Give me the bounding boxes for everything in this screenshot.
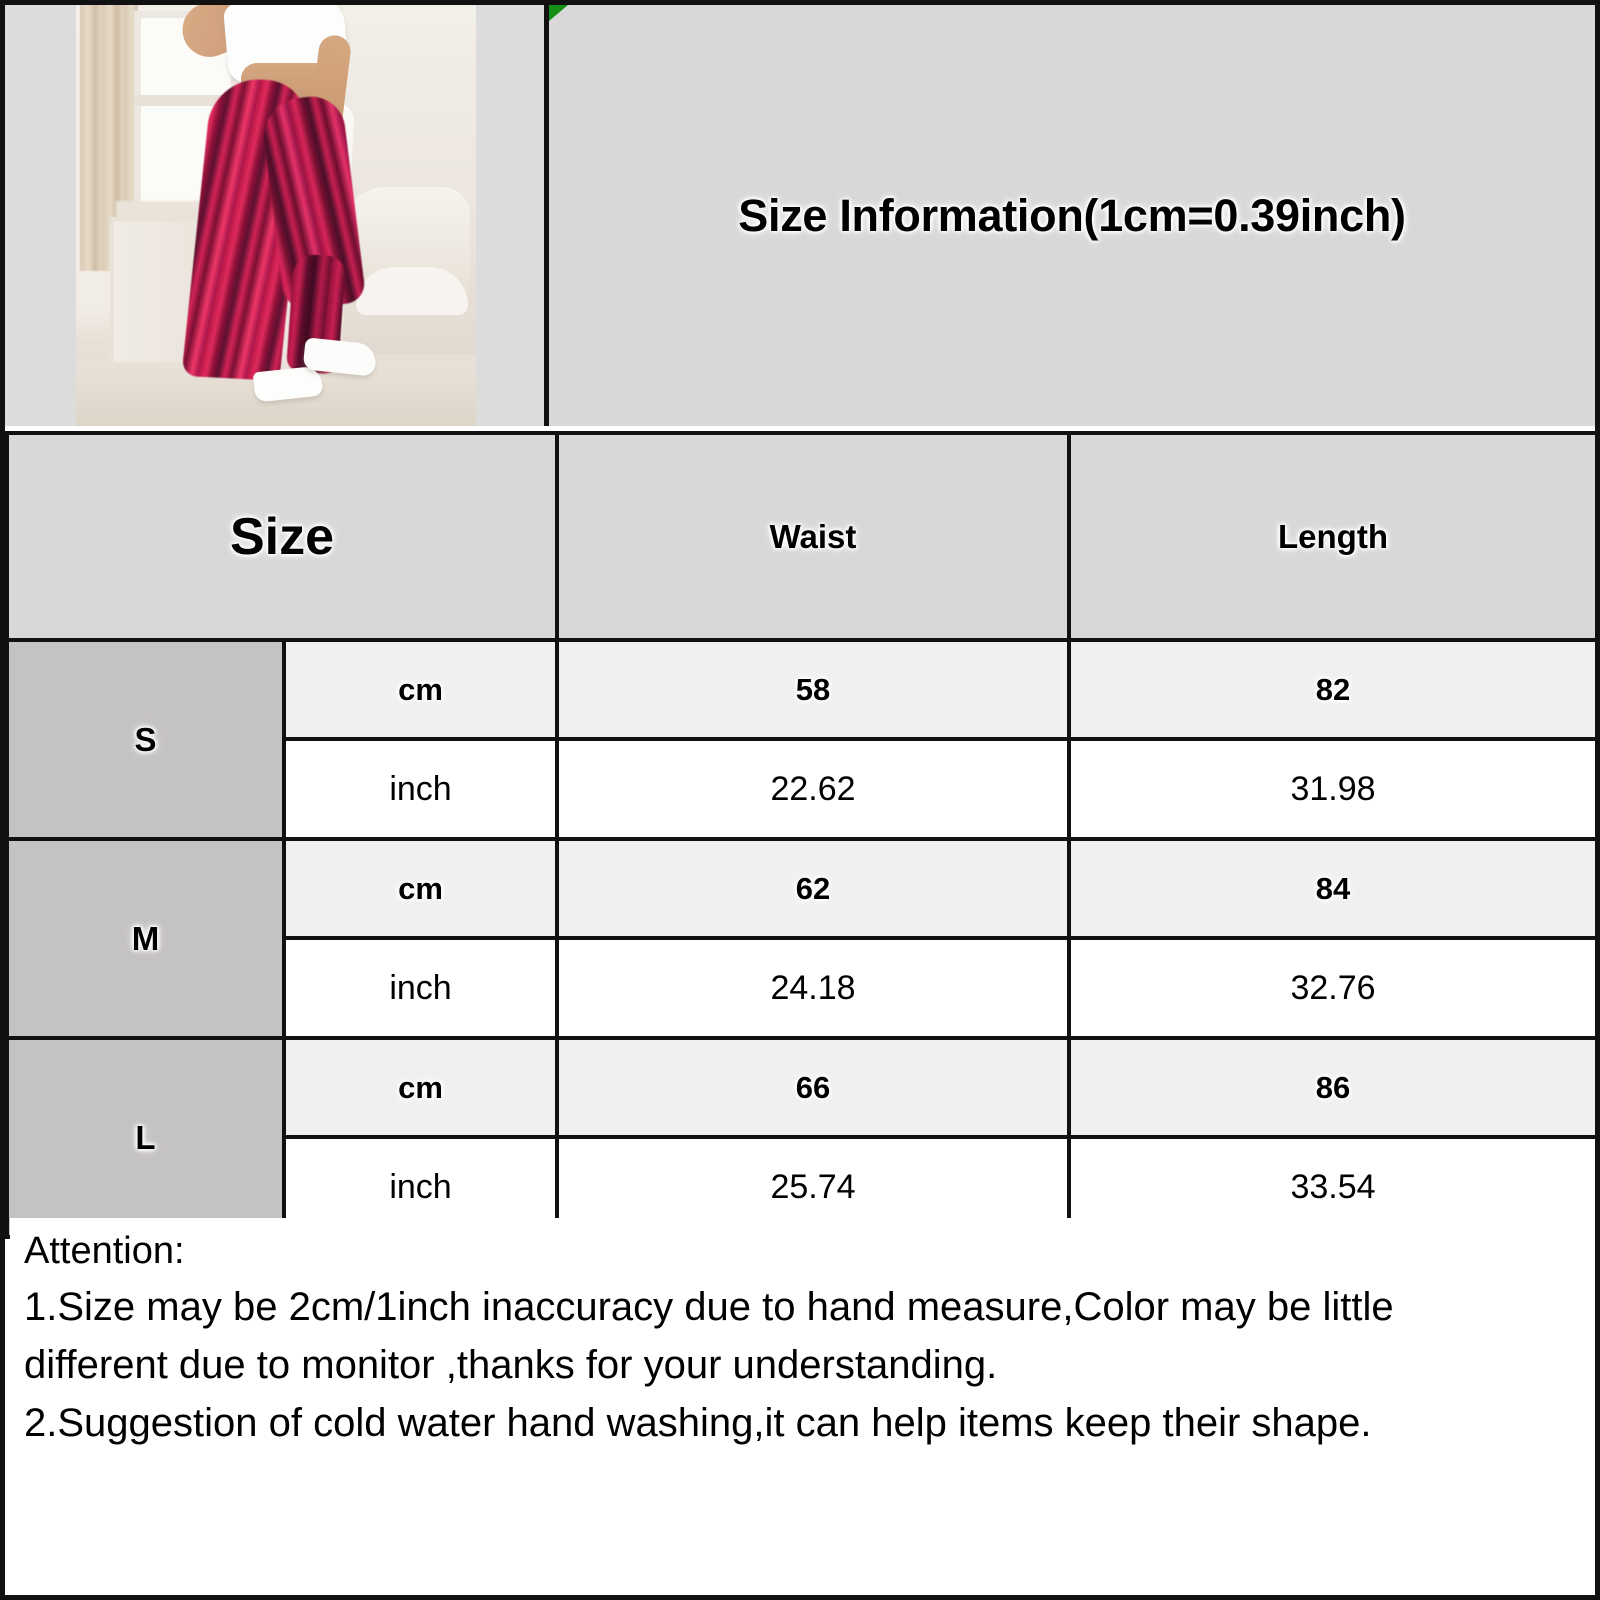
value-length-inch: 33.54: [1290, 1167, 1376, 1206]
size-label-text: L: [135, 1118, 156, 1156]
cell-waist-cm: 62: [555, 837, 1071, 940]
value-waist-inch: 25.74: [770, 1167, 856, 1206]
cell-length-cm: 82: [1067, 638, 1595, 741]
size-label-s: S: [5, 638, 286, 841]
unit-cell-cm: cm: [282, 638, 559, 741]
top-band: Size Information(1cm=0.39inch): [5, 5, 1595, 426]
title-cell: Size Information(1cm=0.39inch): [549, 5, 1595, 426]
cell-waist-cm: 58: [555, 638, 1071, 741]
table-header-row: Size Waist Length: [5, 431, 1595, 642]
unit-label-inch: inch: [389, 968, 452, 1007]
size-label-m: M: [5, 837, 286, 1040]
photo-sofa-cushion: [356, 267, 468, 315]
unit-cell-cm: cm: [282, 1036, 559, 1139]
table-row: M cm 62 84: [5, 837, 1595, 1040]
table-row: S cm 58 82: [5, 638, 1595, 841]
attention-line-3: 2.Suggestion of cold water hand washing,…: [24, 1401, 1372, 1445]
value-length-inch: 32.76: [1290, 968, 1376, 1007]
value-length-inch: 31.98: [1290, 769, 1376, 808]
cell-waist-cm: 66: [555, 1036, 1071, 1139]
header-label-size: Size: [229, 507, 335, 566]
header-cell-length: Length: [1067, 431, 1595, 642]
value-waist-cm: 66: [795, 1069, 831, 1105]
table-row: inch 24.18 32.76: [7, 936, 1595, 1040]
attention-section: Attention: 1.Size may be 2cm/1inch inacc…: [10, 1218, 1595, 1595]
page-title: Size Information(1cm=0.39inch): [738, 189, 1406, 241]
value-length-cm: 84: [1315, 870, 1351, 906]
size-label-text: S: [134, 720, 157, 758]
product-photo: [76, 5, 476, 426]
cell-length-inch: 32.76: [1067, 936, 1595, 1040]
header-cell-size: Size: [5, 431, 559, 642]
unit-label-cm: cm: [398, 1069, 443, 1105]
attention-line-1: 1.Size may be 2cm/1inch inaccuracy due t…: [24, 1285, 1394, 1329]
table-row: L cm 66 86: [5, 1036, 1595, 1239]
unit-label-cm: cm: [398, 870, 443, 906]
attention-heading: Attention:: [24, 1230, 185, 1272]
value-waist-inch: 24.18: [770, 968, 856, 1007]
green-triangle-artifact: [549, 5, 568, 21]
cell-length-cm: 86: [1067, 1036, 1595, 1139]
value-waist-inch: 22.62: [770, 769, 856, 808]
table-row: inch 22.62 31.98: [7, 737, 1595, 841]
unit-cell-cm: cm: [282, 837, 559, 940]
cell-length-cm: 84: [1067, 837, 1595, 940]
value-waist-cm: 62: [795, 870, 831, 906]
unit-label-inch: inch: [389, 1167, 452, 1206]
unit-label-inch: inch: [389, 769, 452, 808]
size-label-text: M: [131, 919, 160, 957]
value-waist-cm: 58: [795, 671, 831, 707]
unit-cell-inch: inch: [282, 936, 559, 1040]
cell-waist-inch: 24.18: [555, 936, 1071, 1040]
value-length-cm: 86: [1315, 1069, 1351, 1105]
attention-line-2: different due to monitor ,thanks for you…: [24, 1343, 998, 1387]
value-length-cm: 82: [1315, 671, 1351, 707]
cell-length-inch: 31.98: [1067, 737, 1595, 841]
unit-cell-inch: inch: [282, 737, 559, 841]
header-label-length: Length: [1278, 517, 1388, 555]
unit-label-cm: cm: [398, 671, 443, 707]
size-table: Size Waist Length S cm 58: [5, 431, 1595, 1239]
header-cell-waist: Waist: [555, 431, 1071, 642]
cell-waist-inch: 22.62: [555, 737, 1071, 841]
product-photo-cell: [5, 5, 549, 426]
size-label-l: L: [5, 1036, 286, 1239]
header-label-waist: Waist: [769, 517, 857, 555]
